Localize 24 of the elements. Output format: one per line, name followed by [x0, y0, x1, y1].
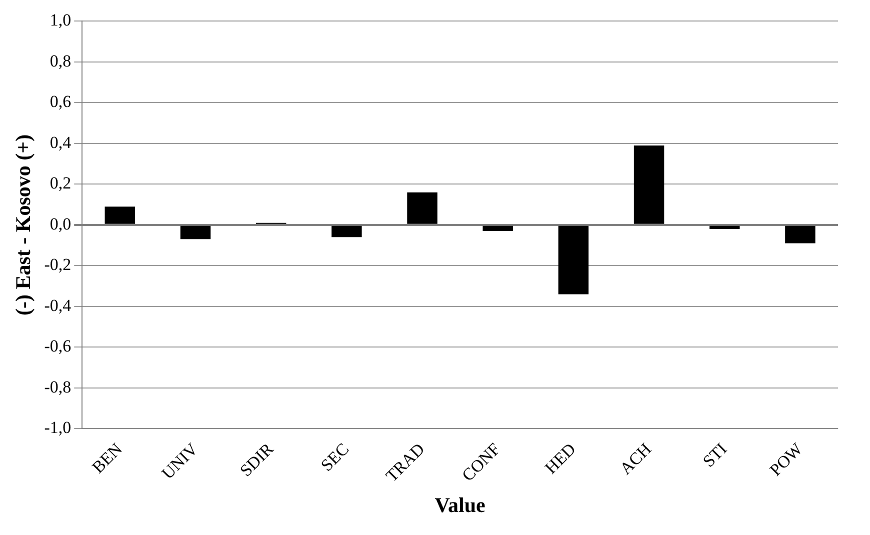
bar [785, 226, 816, 244]
y-axis-title: (-) East - Kosovo (+) [11, 134, 36, 316]
bar [558, 226, 589, 294]
bar [180, 226, 211, 240]
y-tick-label: -0,2 [44, 255, 72, 274]
bar [407, 192, 438, 224]
x-tick-label: STI [699, 439, 731, 471]
y-tick-label: -1,0 [44, 418, 72, 438]
y-tick-label: -0,8 [44, 377, 72, 396]
y-tick-label: -0,4 [44, 296, 72, 315]
bar [710, 226, 740, 229]
bar [634, 145, 664, 224]
y-tick-label: 1,0 [50, 10, 72, 30]
x-axis-title: Value [434, 492, 486, 517]
y-tick-label: 0,4 [50, 132, 72, 152]
bar [104, 206, 136, 224]
y-tick-label: 0,8 [50, 51, 72, 70]
y-tick-label: 0,0 [50, 214, 72, 234]
x-tick-label: SEC [317, 439, 353, 475]
bar [332, 226, 362, 238]
y-tick-label: 0,2 [50, 174, 72, 193]
y-tick-label: 0,6 [50, 92, 72, 112]
y-tick-label: -0,6 [44, 336, 72, 356]
bar [482, 226, 513, 232]
